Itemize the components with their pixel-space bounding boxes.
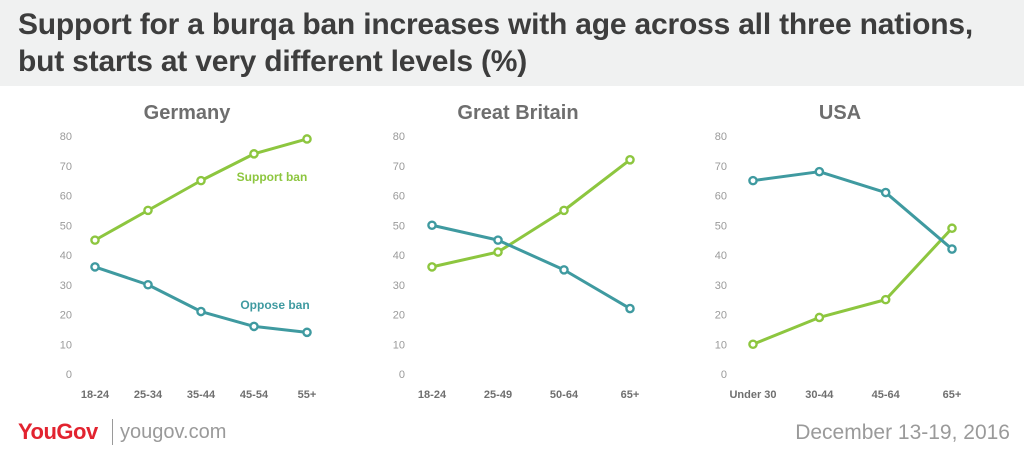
y-tick-label: 60	[393, 191, 405, 203]
data-point-support	[302, 134, 312, 144]
y-tick-label: 30	[393, 280, 405, 292]
y-tick-label: 10	[393, 339, 405, 351]
y-tick-label: 40	[393, 250, 405, 262]
y-tick-label: 80	[715, 131, 727, 143]
x-tick-label: 25-34	[134, 389, 163, 401]
footer-date: December 13-19, 2016	[795, 421, 1010, 444]
data-point-support	[748, 339, 758, 350]
y-tick-label: 80	[393, 131, 405, 143]
x-tick-label: 50-64	[550, 389, 579, 401]
data-point-oppose	[748, 175, 758, 186]
page-title: Support for a burqa ban increases with a…	[18, 6, 973, 80]
series-label-oppose: Oppose ban	[240, 298, 309, 312]
x-tick-label: 25-49	[484, 389, 512, 401]
y-tick-label: 40	[715, 250, 727, 262]
data-point-support	[559, 205, 569, 216]
series-line-support	[93, 137, 309, 242]
x-tick-label: 35-44	[187, 389, 216, 401]
y-tick-label: 70	[715, 161, 727, 173]
data-point-support	[625, 155, 635, 165]
data-point-support	[427, 262, 437, 272]
y-tick-label: 60	[60, 191, 72, 203]
data-point-support	[493, 247, 503, 257]
header-band: Support for a burqa ban increases with a…	[0, 0, 1024, 86]
y-tick-label: 0	[399, 369, 405, 381]
panel-title: USA	[819, 102, 861, 124]
data-point-oppose	[302, 327, 312, 338]
series-line-support	[430, 158, 632, 269]
y-tick-label: 70	[393, 161, 405, 173]
data-point-oppose	[143, 279, 153, 290]
y-tick-label: 70	[60, 161, 72, 173]
title-line-1: Support for a burqa ban increases with a…	[18, 8, 973, 41]
data-point-support	[90, 235, 100, 245]
y-tick-label: 10	[60, 339, 72, 351]
x-tick-label: Under 30	[729, 389, 776, 401]
y-tick-label: 60	[715, 191, 727, 203]
y-tick-label: 40	[60, 250, 72, 262]
data-point-support	[249, 149, 259, 159]
chart-panel-0: Germany 0 10 20 30 40 50 60 70 80 18-24 25-34 35-44 4…	[60, 102, 317, 401]
data-point-support	[814, 312, 825, 323]
footer-url: yougov.com	[120, 421, 227, 443]
charts-svg: Germany 0 10 20 30 40 50 60 70 80 18-24 25-34 35-44 4…	[60, 102, 962, 401]
data-point-oppose	[625, 303, 635, 314]
data-point-oppose	[947, 244, 957, 254]
title-line-2: but starts at very different levels (%)	[18, 45, 528, 78]
charts-area: Germany 0 10 20 30 40 50 60 70 80 18-24 25-34 35-44 4…	[0, 86, 1024, 416]
footer-divider	[112, 419, 113, 445]
x-tick-label: 30-44	[805, 389, 834, 401]
data-point-oppose	[814, 166, 825, 177]
x-tick-label: 45-64	[872, 389, 901, 401]
y-tick-label: 0	[721, 369, 727, 381]
data-point-oppose	[427, 220, 437, 231]
y-tick-label: 30	[715, 280, 727, 292]
x-tick-label: 65+	[621, 389, 640, 401]
panel-title: Germany	[144, 102, 232, 124]
y-tick-label: 20	[393, 310, 405, 322]
y-tick-label: 80	[60, 131, 72, 143]
series-label-support: Support ban	[237, 170, 308, 184]
x-tick-label: 18-24	[418, 389, 447, 401]
series-line-support	[751, 226, 954, 346]
chart-panel-2: USA 0 10 20 30 40 50 60 70 80 Under 30 30-44 45-64 65…	[715, 102, 962, 401]
series-line-oppose	[430, 223, 632, 311]
y-tick-label: 50	[60, 220, 72, 232]
series-line-oppose	[751, 170, 954, 251]
y-tick-label: 20	[715, 310, 727, 322]
panel-title: Great Britain	[457, 102, 578, 124]
y-tick-label: 10	[715, 339, 727, 351]
chart-panel-1: Great Britain 0 10 20 30 40 50 60 70 80 18-24 25-49…	[393, 102, 640, 401]
x-tick-label: 18-24	[81, 389, 110, 401]
data-point-oppose	[249, 321, 259, 332]
y-tick-label: 0	[66, 369, 72, 381]
x-tick-label: 55+	[298, 389, 317, 401]
y-tick-label: 20	[60, 310, 72, 322]
y-tick-label: 50	[393, 220, 405, 232]
x-tick-label: 65+	[943, 389, 962, 401]
data-point-support	[880, 294, 891, 305]
data-point-oppose	[196, 306, 206, 317]
yougov-logo: YouGov	[18, 419, 98, 444]
data-point-support	[947, 223, 957, 234]
data-point-support	[196, 175, 206, 186]
data-point-oppose	[559, 265, 569, 275]
data-point-oppose	[493, 235, 503, 245]
y-tick-label: 50	[715, 220, 727, 232]
y-tick-label: 30	[60, 280, 72, 292]
data-point-support	[143, 205, 153, 216]
data-point-oppose	[90, 262, 100, 272]
x-tick-label: 45-54	[240, 389, 269, 401]
data-point-oppose	[880, 187, 891, 198]
